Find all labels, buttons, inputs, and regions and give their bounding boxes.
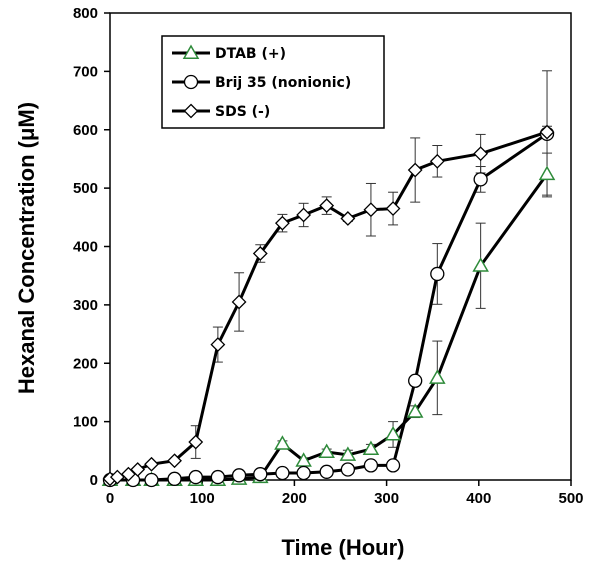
triangle-marker [339, 446, 357, 461]
circle-marker [340, 462, 356, 477]
diamond-marker [363, 202, 379, 218]
y-axis: 0 100 200 300 400 500 600 700 800 [73, 5, 110, 489]
x-tick-label: 400 [466, 490, 491, 507]
circle-marker [188, 469, 203, 485]
circle-marker [408, 373, 423, 388]
circle-marker [144, 472, 159, 488]
x-tick-label: 200 [282, 490, 307, 507]
circle-marker [363, 458, 379, 473]
series-markers [101, 124, 556, 488]
triangle-marker [429, 369, 446, 384]
y-tick-label: 800 [73, 5, 98, 22]
triangle-marker [538, 165, 556, 181]
diamond-marker [188, 434, 204, 450]
diamond-marker [319, 198, 335, 214]
circle-marker [430, 266, 445, 282]
x-tick-label: 100 [190, 490, 215, 507]
y-axis-title: Hexanal Concentration (μM) [14, 102, 39, 394]
circle-marker [296, 465, 311, 481]
triangle-marker [384, 425, 402, 441]
x-axis: 0 100 200 300 400 500 [106, 480, 584, 507]
y-tick-label: 600 [73, 122, 98, 139]
diamond-marker [231, 294, 247, 310]
y-tick-label: 300 [73, 297, 98, 314]
circle-marker [253, 467, 268, 482]
legend-label: DTAB (+) [215, 46, 286, 62]
triangle-marker [362, 440, 380, 456]
x-tick-label: 500 [558, 490, 583, 507]
diamond-marker [385, 201, 401, 216]
y-tick-label: 100 [73, 414, 98, 431]
legend: DTAB (+) Brij 35 (nonionic) SDS (-) [161, 35, 385, 129]
y-tick-label: 700 [73, 63, 98, 80]
triangle-marker [406, 403, 424, 418]
legend-label: Brij 35 (nonionic) [215, 75, 351, 91]
diamond-marker [274, 215, 290, 231]
circle-marker [275, 465, 290, 481]
circle-marker [319, 464, 334, 479]
legend-triangle-marker [182, 44, 200, 59]
diamond-marker [252, 246, 268, 261]
diamond-marker [539, 124, 555, 140]
circle-marker [231, 468, 247, 483]
diamond-marker [429, 153, 445, 169]
triangle-marker [318, 443, 335, 458]
diamond-marker [130, 462, 146, 477]
y-tick-label: 400 [73, 239, 98, 256]
diamond-marker [210, 337, 226, 352]
legend-circle-marker [183, 74, 199, 90]
diamond-marker [144, 456, 159, 472]
circle-marker [385, 458, 401, 473]
triangle-marker [274, 435, 291, 450]
x-tick-label: 300 [374, 490, 399, 507]
legend-label: SDS (-) [215, 104, 270, 120]
y-tick-label: 200 [73, 355, 98, 372]
diamond-marker [109, 469, 125, 485]
circle-marker [167, 471, 182, 486]
y-tick-label: 500 [73, 180, 98, 197]
y-tick-label: 0 [90, 472, 98, 489]
diamond-marker [167, 453, 182, 469]
x-axis-title: Time (Hour) [281, 535, 404, 560]
diamond-marker [407, 162, 423, 178]
diamond-marker [473, 146, 489, 162]
diamond-marker [296, 207, 312, 223]
legend-diamond-marker [183, 103, 199, 119]
circle-marker [210, 469, 226, 485]
triangle-marker [472, 257, 489, 272]
error-bars [190, 70, 553, 465]
series-line [110, 173, 549, 482]
circle-marker [473, 172, 488, 187]
diamond-marker [340, 211, 356, 226]
x-tick-label: 0 [106, 490, 114, 507]
